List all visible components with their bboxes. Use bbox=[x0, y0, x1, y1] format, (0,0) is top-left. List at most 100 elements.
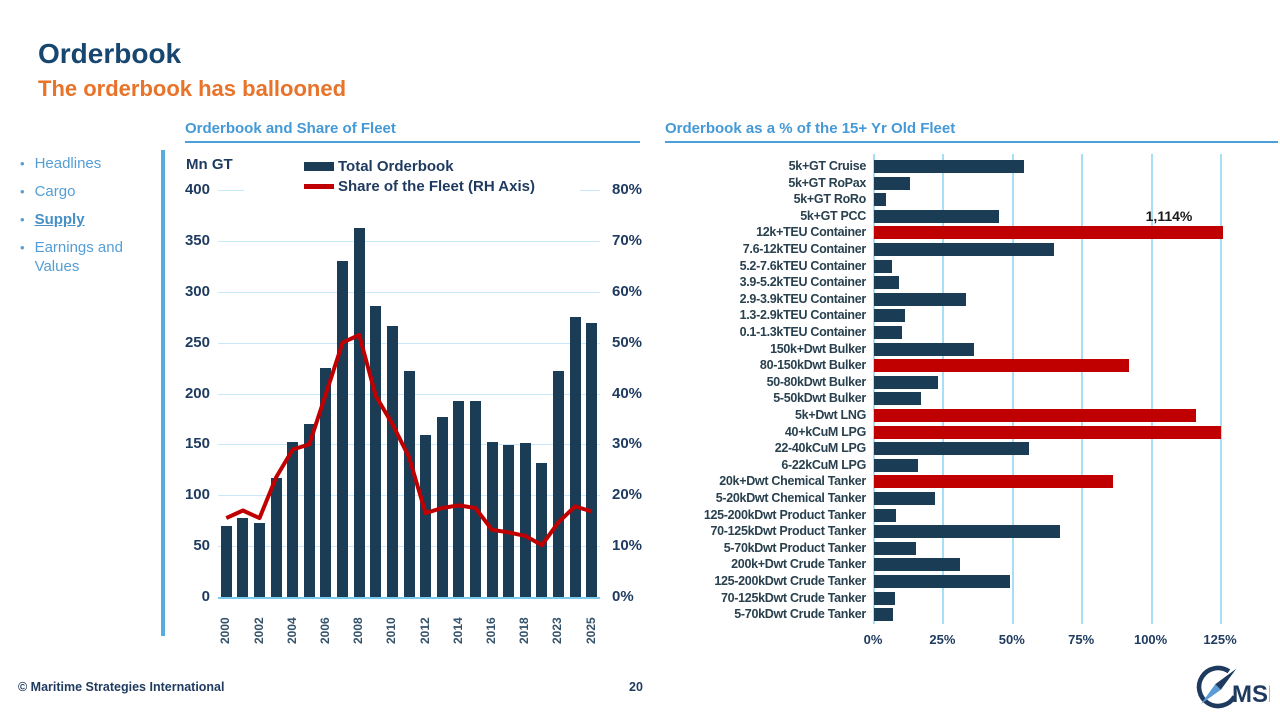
highlight-bar bbox=[874, 226, 1223, 240]
bar-row-label: 5k+GT Cruise bbox=[788, 159, 867, 173]
vertical-gridline bbox=[1081, 154, 1084, 624]
orderbook-bar bbox=[303, 424, 315, 597]
vertical-gridline bbox=[942, 154, 945, 624]
left-axis-tick-label: 400 bbox=[184, 181, 210, 198]
right-axis-tick-label: 30% bbox=[612, 435, 643, 453]
orderbook-bar bbox=[237, 517, 249, 597]
orderbook-bar bbox=[552, 371, 564, 597]
bar-row-label: 5-70kDwt Product Tanker bbox=[723, 540, 867, 555]
bar bbox=[874, 259, 892, 273]
orderbook-bar bbox=[337, 261, 349, 597]
bar-row-label: 20k+Dwt Chemical Tanker bbox=[719, 474, 866, 489]
right-axis-tick-label: 80% bbox=[612, 181, 643, 198]
orderbook-bar bbox=[420, 435, 432, 597]
right-axis-tick-label: 70% bbox=[612, 231, 643, 249]
x-axis-tick-label: 100% bbox=[1133, 632, 1168, 647]
bar-row-label: 150k+Dwt Bulker bbox=[770, 341, 866, 356]
bar bbox=[874, 392, 921, 406]
bar-row-label: 125-200kDwt Crude Tanker bbox=[714, 574, 866, 588]
vertical-gridline bbox=[1150, 154, 1153, 624]
orderbook-bar bbox=[254, 522, 266, 597]
bullet-icon: • bbox=[20, 240, 25, 255]
x-axis-tick-label: 2025 bbox=[583, 617, 598, 644]
x-axis-tick-label: 2006 bbox=[317, 617, 332, 644]
sidebar-divider bbox=[161, 150, 165, 636]
orderbook-bar bbox=[503, 445, 515, 597]
msi-logo-icon: MSI bbox=[1196, 665, 1270, 709]
right-axis-tick-label: 10% bbox=[612, 537, 643, 555]
legend: Total Orderbook Share of the Fleet (RH A… bbox=[304, 154, 566, 200]
bar bbox=[874, 558, 960, 572]
bar bbox=[874, 458, 918, 472]
page-number: 20 bbox=[629, 680, 643, 694]
right-axis-tick-label: 20% bbox=[612, 486, 643, 504]
bar bbox=[874, 608, 893, 622]
x-axis-tick-label: 0% bbox=[863, 632, 883, 647]
orderbook-bar bbox=[287, 442, 299, 597]
orderbook-bar bbox=[586, 323, 598, 597]
x-axis-tick-label: 25% bbox=[929, 632, 956, 647]
bar-row-label: 80-150kDwt Bulker bbox=[759, 358, 866, 373]
share-of-fleet-line bbox=[225, 333, 593, 548]
bar bbox=[874, 160, 1024, 173]
bar bbox=[874, 591, 895, 605]
bar bbox=[874, 243, 1054, 256]
legend-label: Share of the Fleet (RH Axis) bbox=[338, 177, 535, 195]
bar-row-label: 12k+TEU Container bbox=[756, 225, 866, 240]
bar-row-label: 125-200kDwt Product Tanker bbox=[703, 507, 866, 522]
bar bbox=[874, 292, 966, 306]
bar bbox=[874, 193, 886, 207]
x-axis-tick-label: 2018 bbox=[517, 617, 532, 644]
sidebar-item-label: Supply bbox=[34, 211, 85, 228]
bar-row-label: 5k+GT RoRo bbox=[793, 192, 867, 207]
bar-row-label: 5.2-7.6kTEU Container bbox=[739, 258, 867, 273]
bullet-icon: • bbox=[20, 212, 25, 227]
vertical-gridline bbox=[1220, 154, 1222, 624]
orderbook-bar bbox=[453, 400, 465, 597]
legend-item-share: Share of the Fleet (RH Axis) bbox=[304, 176, 566, 196]
left-chart-plot: Mn GT Total Orderbook Share of the Fleet… bbox=[166, 150, 642, 670]
x-axis-tick-label: 2002 bbox=[251, 617, 266, 644]
bar bbox=[874, 326, 902, 339]
orderbook-bar bbox=[386, 326, 398, 597]
vertical-gridline bbox=[1011, 154, 1014, 624]
bar-row-label: 7.6-12kTEU Container bbox=[742, 242, 867, 256]
sidebar-item-headlines[interactable]: • Headlines bbox=[20, 154, 150, 173]
bar-row-label: 5k+Dwt LNG bbox=[795, 408, 866, 422]
bar bbox=[874, 276, 899, 290]
bar-row-label: 5-50kDwt Bulker bbox=[773, 391, 866, 406]
x-axis-tick-label: 2014 bbox=[450, 617, 465, 644]
highlight-bar bbox=[874, 409, 1196, 422]
left-axis-unit-label: Mn GT bbox=[186, 156, 233, 173]
orderbook-bar bbox=[220, 525, 232, 597]
gridline bbox=[218, 190, 244, 191]
orderbook-bar bbox=[519, 443, 531, 597]
x-axis-tick-label: 2023 bbox=[550, 617, 565, 644]
orderbook-bar bbox=[353, 227, 365, 597]
gridline bbox=[218, 291, 600, 293]
footer-copyright: © Maritime Strategies International bbox=[18, 680, 225, 694]
sidebar-nav: • Headlines • Cargo • Supply • Earnings and Val… bbox=[20, 154, 150, 285]
sidebar-item-cargo[interactable]: • Cargo bbox=[20, 182, 150, 201]
left-axis-tick-label: 50 bbox=[193, 537, 210, 555]
x-axis-tick-label: 50% bbox=[998, 632, 1025, 647]
bar-row-label: 22-40kCuM LPG bbox=[774, 441, 867, 456]
left-axis-tick-label: 0 bbox=[201, 588, 210, 605]
right-axis-tick-label: 40% bbox=[612, 384, 643, 402]
bar bbox=[874, 442, 1029, 456]
page-subtitle: The orderbook has ballooned bbox=[38, 76, 347, 101]
sidebar-item-supply[interactable]: • Supply bbox=[20, 210, 150, 229]
left-axis-tick-label: 100 bbox=[184, 486, 210, 504]
orderbook-bar bbox=[370, 305, 382, 597]
bar-row-label: 70-125kDwt Crude Tanker bbox=[720, 590, 866, 605]
left-chart-header: Orderbook and Share of Fleet bbox=[185, 120, 640, 143]
left-axis-tick-label: 300 bbox=[184, 282, 210, 300]
sidebar-item-earnings-and-values[interactable]: • Earnings and Values bbox=[20, 238, 150, 276]
sidebar-item-label: Headlines bbox=[34, 155, 102, 172]
bar bbox=[874, 309, 905, 323]
bar bbox=[874, 492, 935, 505]
truncated-bar-value-label: 1,114% bbox=[1145, 207, 1193, 224]
right-chart-header: Orderbook as a % of the 15+ Yr Old Fleet bbox=[665, 120, 1278, 143]
bar bbox=[874, 209, 999, 223]
